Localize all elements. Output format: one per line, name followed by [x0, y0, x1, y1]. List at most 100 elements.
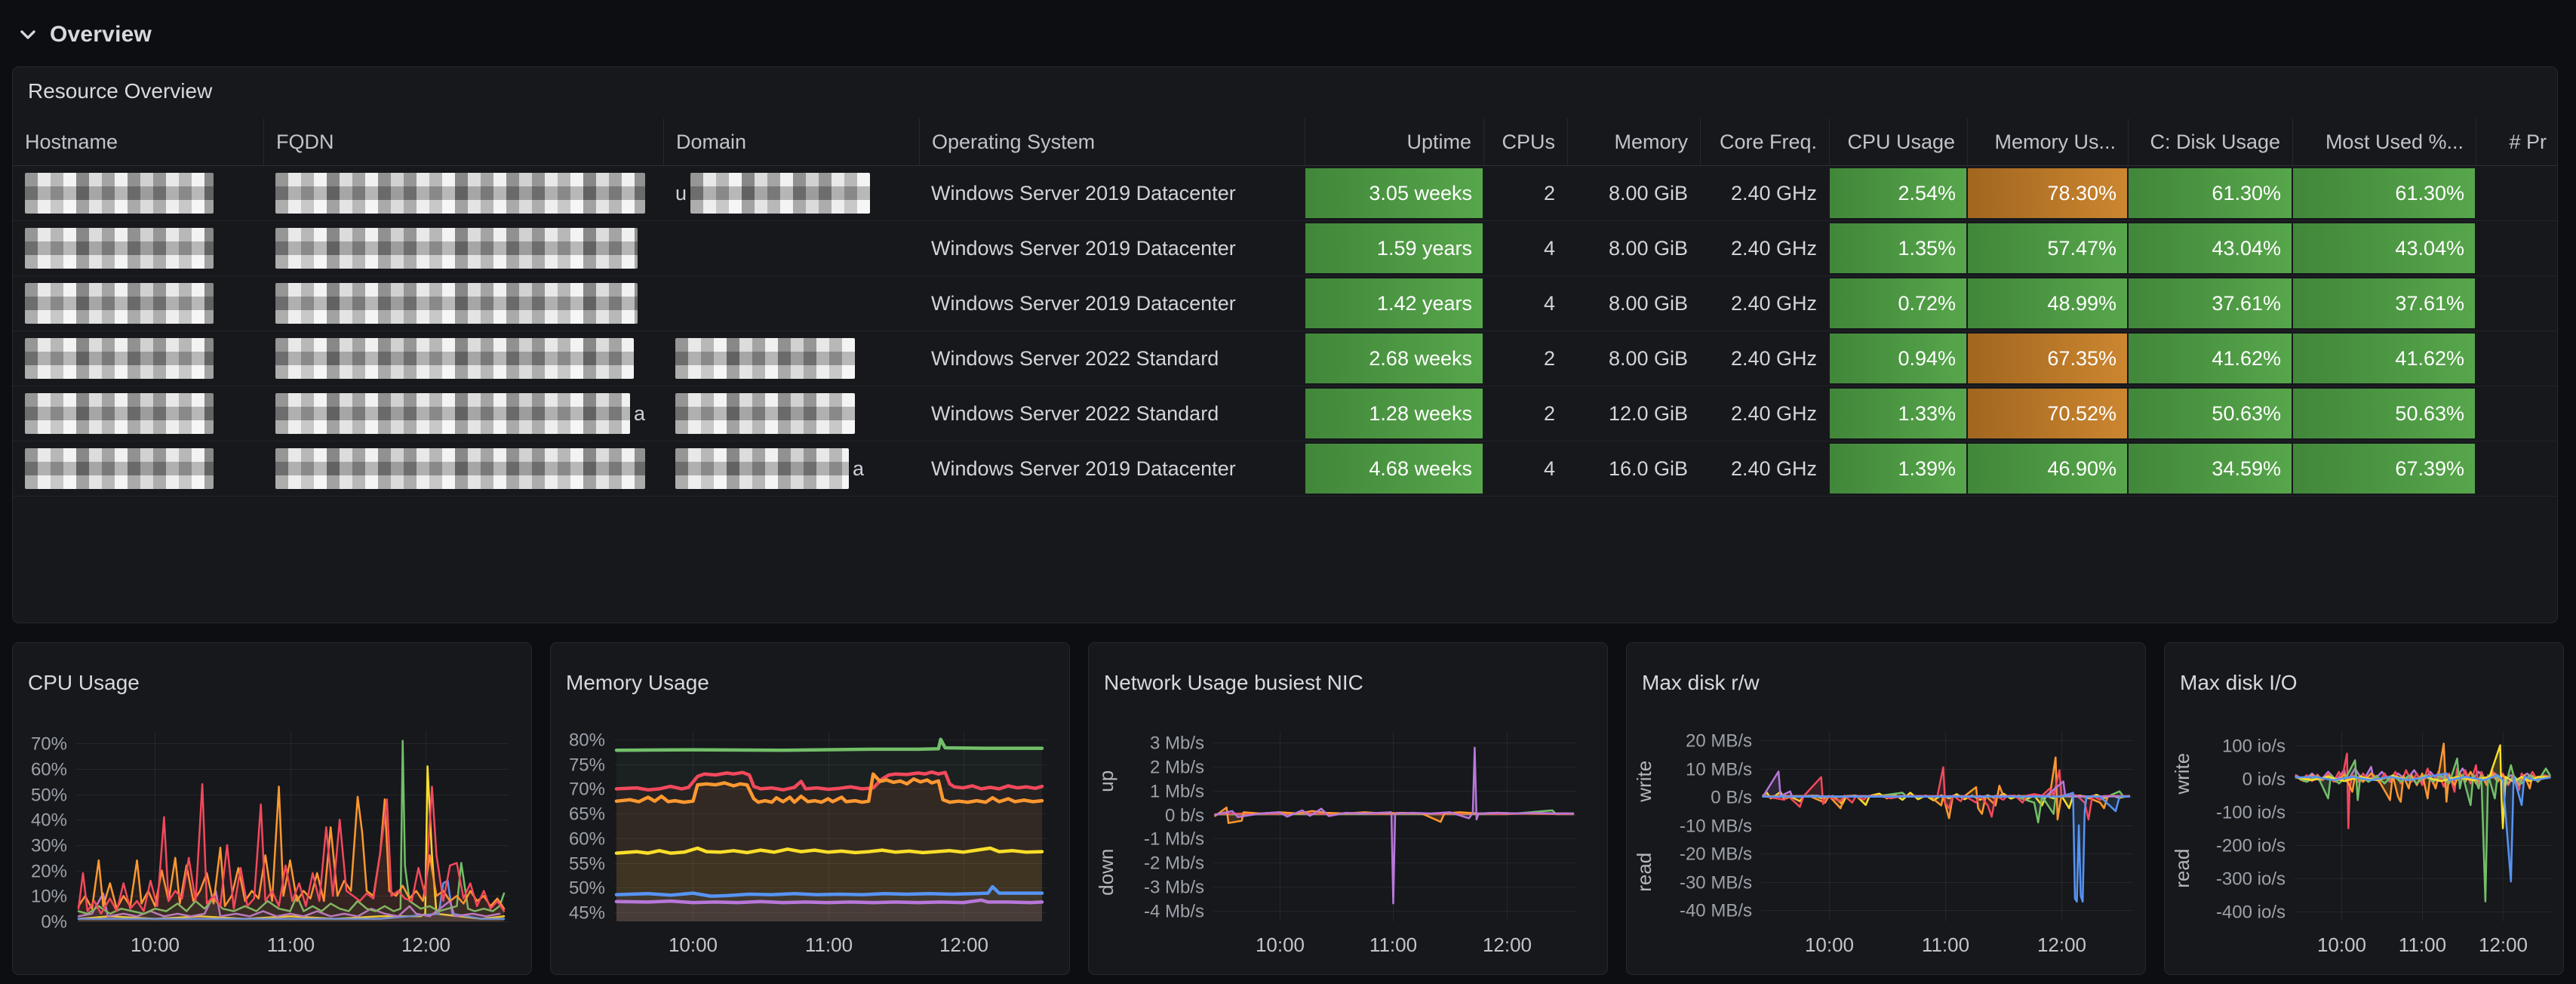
svg-text:0 B/s: 0 B/s	[1711, 788, 1752, 808]
panel-title[interactable]: Memory Usage	[566, 671, 709, 695]
redacted-hostname	[25, 283, 214, 324]
status-cell-cpu_usage: 1.35%	[1830, 223, 1966, 273]
status-cell-uptime: 2.68 weeks	[1305, 334, 1483, 383]
svg-text:-1 Mb/s: -1 Mb/s	[1144, 829, 1204, 850]
charts-row: CPU Usage 0% 10% 20% 30% 40% 50% 60% 70% 10:00 11…	[12, 642, 2564, 975]
cell-domain	[663, 331, 919, 386]
panel-title[interactable]: Max disk r/w	[1642, 671, 1760, 695]
redacted-domain	[675, 338, 855, 379]
column-header-cpu_usage[interactable]: CPU Usage	[1829, 118, 1967, 165]
status-cell-disk_usage: 43.04%	[2129, 223, 2292, 273]
max-disk-rw-chart[interactable]: 20 MB/s 10 MB/s 0 B/s -10 MB/s -20 MB/s -30 M…	[1627, 643, 2145, 974]
redacted-fqdn	[275, 448, 645, 489]
section-title[interactable]: Overview	[50, 22, 152, 47]
status-cell-mem_usage: 67.35%	[1968, 334, 2127, 383]
status-cell-disk_usage: 34.59%	[2129, 444, 2292, 494]
cell-num_pr	[2476, 331, 2557, 386]
svg-text:65%: 65%	[569, 804, 605, 825]
max-disk-io-panel: Max disk I/O 100 io/s 0 io/s -100 io/s -200…	[2164, 642, 2564, 975]
table-row: u Windows Server 2019 Datacenter 3.05 week…	[13, 166, 2557, 221]
column-header-fqdn[interactable]: FQDN	[263, 118, 663, 165]
svg-text:read: read	[1633, 853, 1655, 892]
status-cell-uptime: 1.59 years	[1305, 223, 1483, 273]
panel-title[interactable]: Max disk I/O	[2180, 671, 2298, 695]
redacted-hostname	[25, 338, 214, 379]
cell-memory: 16.0 GiB	[1608, 457, 1688, 480]
cell-domain	[663, 221, 919, 275]
status-cell-disk_usage: 50.63%	[2129, 389, 2292, 438]
cell-hostname	[13, 221, 263, 275]
svg-text:10:00: 10:00	[1256, 933, 1305, 956]
section-overview[interactable]: Overview	[0, 0, 2576, 56]
svg-text:60%: 60%	[569, 829, 605, 850]
cell-domain: u	[663, 166, 919, 220]
status-cell-mem_usage: 46.90%	[1968, 444, 2127, 494]
column-header-domain[interactable]: Domain	[663, 118, 919, 165]
chevron-down-icon[interactable]	[18, 25, 38, 45]
resource-overview-panel: Resource Overview Hostname FQDN Domain Oper…	[12, 66, 2558, 623]
max-disk-io-chart[interactable]: 100 io/s 0 io/s -100 io/s -200 io/s -300 io/…	[2165, 643, 2563, 974]
svg-text:30%: 30%	[31, 836, 67, 856]
table-row: Windows Server 2019 Datacenter 1.59 years…	[13, 221, 2557, 276]
svg-text:0 b/s: 0 b/s	[1165, 806, 1204, 826]
svg-text:75%: 75%	[569, 755, 605, 776]
redacted-fqdn	[275, 283, 638, 324]
column-header-hostname[interactable]: Hostname	[25, 130, 118, 153]
cell-num_pr	[2476, 221, 2557, 275]
svg-text:write: write	[2171, 753, 2193, 795]
cpu-usage-panel: CPU Usage 0% 10% 20% 30% 40% 50% 60% 70% 10:00 11…	[12, 642, 532, 975]
svg-text:10%: 10%	[31, 887, 67, 907]
panel-title[interactable]: CPU Usage	[28, 671, 140, 695]
column-header-most_used[interactable]: Most Used %...	[2292, 118, 2476, 165]
cell-hostname	[13, 386, 263, 441]
cell-cpus: 2	[1543, 181, 1555, 204]
column-header-os[interactable]: Operating System	[919, 118, 1305, 165]
cell-freq: 2.40 GHz	[1730, 291, 1817, 315]
redacted-fqdn	[275, 393, 630, 434]
svg-text:10:00: 10:00	[2317, 933, 2366, 956]
cell-domain: a	[663, 441, 919, 496]
status-cell-uptime: 3.05 weeks	[1305, 168, 1483, 218]
svg-text:-20 MB/s: -20 MB/s	[1680, 844, 1752, 865]
cell-os: Windows Server 2019 Datacenter	[931, 291, 1236, 315]
svg-text:-4 Mb/s: -4 Mb/s	[1144, 902, 1204, 922]
svg-text:11:00: 11:00	[1922, 933, 1969, 956]
status-cell-uptime: 1.42 years	[1305, 278, 1483, 328]
network-usage-chart[interactable]: 3 Mb/s 2 Mb/s 1 Mb/s 0 b/s -1 Mb/s -2 Mb/s -3 …	[1089, 643, 1607, 974]
cell-os: Windows Server 2019 Datacenter	[931, 236, 1236, 260]
status-cell-most_used: 67.39%	[2293, 444, 2475, 494]
status-cell-uptime: 4.68 weeks	[1305, 444, 1483, 494]
cell-os: Windows Server 2019 Datacenter	[931, 181, 1236, 204]
column-header-freq[interactable]: Core Freq.	[1700, 118, 1829, 165]
svg-text:-30 MB/s: -30 MB/s	[1680, 873, 1752, 893]
cpu-usage-chart[interactable]: 0% 10% 20% 30% 40% 50% 60% 70% 10:00 11:00 12:00	[13, 643, 531, 974]
column-header-mem_usage[interactable]: Memory Us...	[1967, 118, 2128, 165]
column-header-num_pr[interactable]: # Pr	[2476, 118, 2557, 165]
svg-text:11:00: 11:00	[267, 933, 315, 956]
network-usage-panel: Network Usage busiest NIC 3 Mb/s 2 Mb/s 1 …	[1088, 642, 1608, 975]
svg-text:-10 MB/s: -10 MB/s	[1680, 816, 1752, 837]
redacted-fqdn	[275, 338, 634, 379]
svg-text:11:00: 11:00	[805, 933, 853, 956]
column-header-disk_usage[interactable]: C: Disk Usage	[2128, 118, 2292, 165]
column-header-memory[interactable]: Memory	[1567, 118, 1700, 165]
column-header-cpus[interactable]: CPUs	[1483, 118, 1567, 165]
panel-title[interactable]: Network Usage busiest NIC	[1104, 671, 1363, 695]
svg-text:45%: 45%	[569, 903, 605, 924]
cell-num_pr	[2476, 441, 2557, 496]
cell-os: Windows Server 2022 Standard	[931, 401, 1219, 425]
svg-text:down: down	[1095, 849, 1117, 896]
status-cell-most_used: 50.63%	[2293, 389, 2475, 438]
svg-text:12:00: 12:00	[2037, 933, 2086, 956]
svg-text:40%: 40%	[31, 810, 67, 831]
svg-text:3 Mb/s: 3 Mb/s	[1150, 733, 1204, 754]
svg-text:write: write	[1633, 761, 1655, 803]
cell-memory: 12.0 GiB	[1608, 401, 1688, 425]
svg-text:-300 io/s: -300 io/s	[2216, 869, 2286, 890]
column-header-uptime[interactable]: Uptime	[1305, 118, 1483, 165]
panel-title[interactable]: Resource Overview	[28, 79, 213, 103]
cell-domain	[663, 386, 919, 441]
svg-text:0 io/s: 0 io/s	[2242, 770, 2286, 790]
redacted-fqdn	[275, 228, 638, 269]
memory-usage-chart[interactable]: 45% 50% 55% 60% 65% 70% 75% 80% 10:00 11:00 12:00	[551, 643, 1069, 974]
